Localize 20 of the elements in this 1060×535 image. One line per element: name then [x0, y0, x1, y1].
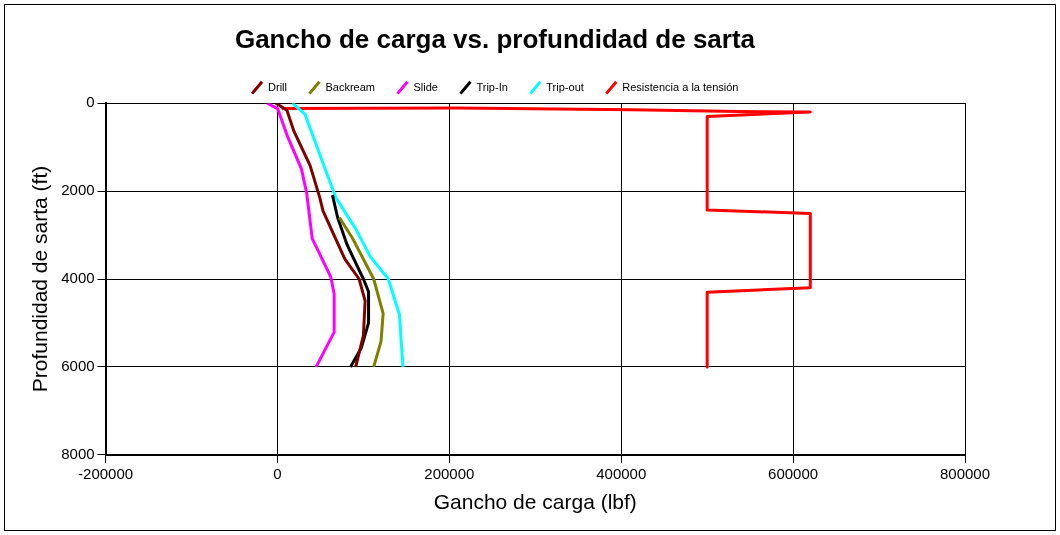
x-tick-label: 400000 [596, 464, 647, 482]
legend-label: Trip-In [476, 80, 508, 93]
legend-label: Slide [413, 80, 438, 93]
y-tick-label: 0 [86, 93, 95, 111]
legend-label: Drill [268, 80, 287, 93]
legend-label: Backream [325, 80, 375, 93]
x-tick-label: 600000 [768, 464, 819, 482]
y-axis-title: Profundidad de sarta (ft) [28, 165, 52, 393]
y-tick-label: 2000 [61, 181, 95, 199]
x-tick-label: -200000 [78, 464, 134, 482]
x-tick-label: 0 [273, 464, 282, 482]
legend-label: Resistencia a la tensión [622, 80, 739, 93]
x-tick-label: 200000 [424, 464, 475, 482]
legend-label: Trip-out [546, 80, 584, 93]
y-tick-label: 8000 [61, 444, 95, 462]
y-tick-label: 4000 [61, 269, 95, 287]
x-axis-title: Gancho de carga (lbf) [433, 490, 637, 514]
x-tick-label: 800000 [939, 464, 991, 482]
chart-title: Gancho de carga vs. profundidad de sarta [234, 23, 756, 54]
y-tick-label: 6000 [61, 357, 95, 375]
